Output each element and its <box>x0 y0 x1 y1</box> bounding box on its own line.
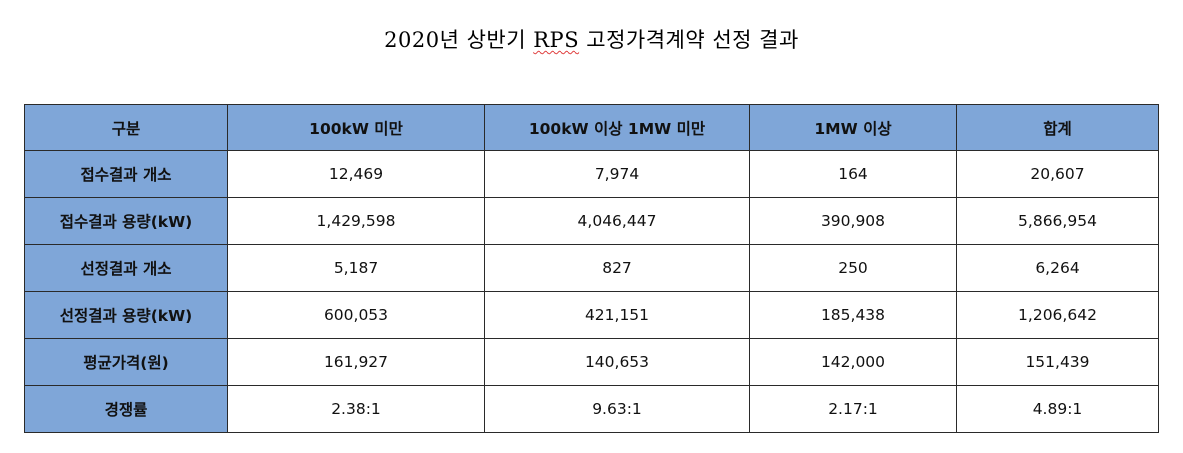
header-category[interactable]: 구분 <box>24 104 228 151</box>
header-row: 구분 100kW 미만 100kW 이상 1MW 미만 1MW 이상 합계 <box>24 104 1159 151</box>
title-prefix: 2020년 상반기 <box>384 28 534 52</box>
row-label-average-price[interactable]: 평균가격(원) <box>24 338 228 386</box>
header-over-1mw[interactable]: 1MW 이상 <box>749 104 957 151</box>
table-row: 선정결과 개소 5,187 827 250 6,264 <box>24 244 1159 292</box>
table-cell[interactable]: 20,607 <box>956 150 1159 198</box>
results-table: 구분 100kW 미만 100kW 이상 1MW 미만 1MW 이상 합계 접수… <box>24 104 1159 433</box>
table-cell[interactable]: 4,046,447 <box>484 197 750 245</box>
table-row: 선정결과 용량(kW) 600,053 421,151 185,438 1,20… <box>24 291 1159 339</box>
table-cell[interactable]: 5,866,954 <box>956 197 1159 245</box>
title-suffix: 고정가격계약 선정 결과 <box>579 28 799 52</box>
table-cell[interactable]: 151,439 <box>956 338 1159 386</box>
table-cell[interactable]: 142,000 <box>749 338 957 386</box>
table-cell[interactable]: 185,438 <box>749 291 957 339</box>
row-label-competition-ratio[interactable]: 경쟁률 <box>24 385 228 433</box>
table-cell[interactable]: 2.17:1 <box>749 385 957 433</box>
table-cell[interactable]: 7,974 <box>484 150 750 198</box>
row-label-applications-count[interactable]: 접수결과 개소 <box>24 150 228 198</box>
table-row: 경쟁률 2.38:1 9.63:1 2.17:1 4.89:1 <box>24 385 1159 433</box>
table-cell[interactable]: 1,206,642 <box>956 291 1159 339</box>
row-label-applications-capacity[interactable]: 접수결과 용량(kW) <box>24 197 228 245</box>
title-rps-spellcheck: RPS <box>533 28 580 52</box>
table-row: 접수결과 개소 12,469 7,974 164 20,607 <box>24 150 1159 198</box>
table-cell[interactable]: 5,187 <box>227 244 485 292</box>
table-row: 평균가격(원) 161,927 140,653 142,000 151,439 <box>24 338 1159 386</box>
row-label-selected-capacity[interactable]: 선정결과 용량(kW) <box>24 291 228 339</box>
table-cell[interactable]: 600,053 <box>227 291 485 339</box>
table-cell[interactable]: 161,927 <box>227 338 485 386</box>
table-cell[interactable]: 250 <box>749 244 957 292</box>
table-cell[interactable]: 421,151 <box>484 291 750 339</box>
table-cell[interactable]: 4.89:1 <box>956 385 1159 433</box>
header-100kw-to-1mw[interactable]: 100kW 이상 1MW 미만 <box>484 104 750 151</box>
table-cell[interactable]: 9.63:1 <box>484 385 750 433</box>
table-cell[interactable]: 12,469 <box>227 150 485 198</box>
table-cell[interactable]: 390,908 <box>749 197 957 245</box>
row-label-selected-count[interactable]: 선정결과 개소 <box>24 244 228 292</box>
header-under-100kw[interactable]: 100kW 미만 <box>227 104 485 151</box>
table-cell[interactable]: 140,653 <box>484 338 750 386</box>
table-cell[interactable]: 827 <box>484 244 750 292</box>
document-title: 2020년 상반기 RPS 고정가격계약 선정 결과 <box>0 24 1183 54</box>
header-total[interactable]: 합계 <box>956 104 1159 151</box>
table-cell[interactable]: 2.38:1 <box>227 385 485 433</box>
table-cell[interactable]: 6,264 <box>956 244 1159 292</box>
table-cell[interactable]: 1,429,598 <box>227 197 485 245</box>
table-row: 접수결과 용량(kW) 1,429,598 4,046,447 390,908 … <box>24 197 1159 245</box>
table-cell[interactable]: 164 <box>749 150 957 198</box>
